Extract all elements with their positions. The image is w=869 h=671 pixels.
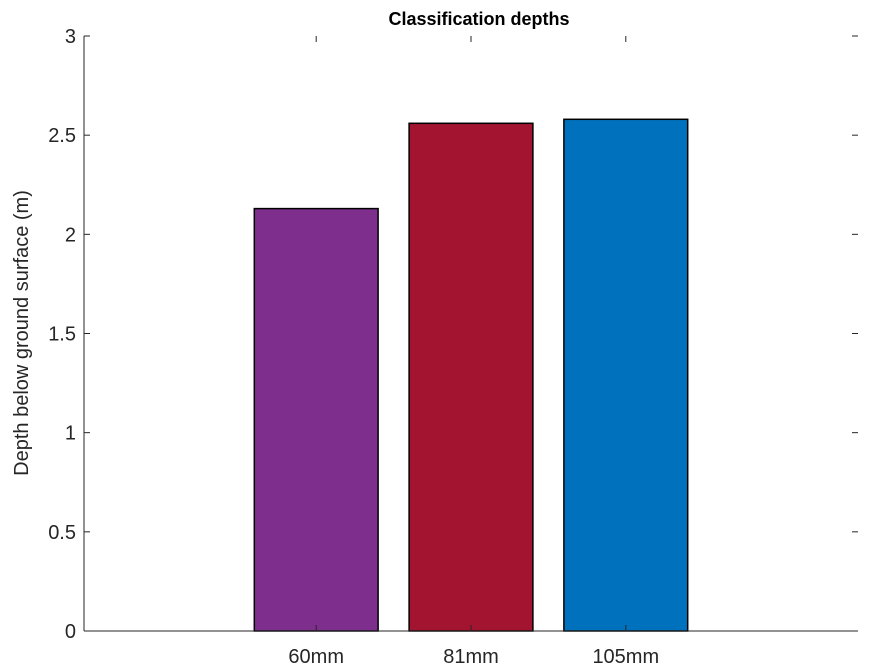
y-tick-label: 1.5 xyxy=(48,324,76,346)
bar-81mm xyxy=(408,122,534,632)
y-tick-label: 0 xyxy=(65,621,76,643)
bar-105mm xyxy=(563,118,689,632)
x-tick-label: 60mm xyxy=(288,646,344,668)
bar-60mm xyxy=(253,207,379,632)
y-tick-label: 0.5 xyxy=(48,522,76,544)
x-tick-label: 105mm xyxy=(592,646,659,668)
y-tick-label: 3 xyxy=(65,26,76,48)
y-axis-label: Depth below ground surface (m) xyxy=(11,190,33,476)
y-tick-label: 2 xyxy=(65,224,76,246)
x-tick-label: 81mm xyxy=(443,646,499,668)
plot-area: 0 0.5 1 1.5 2 2.5 3 60mm 81mm 105mm xyxy=(48,26,858,668)
y-tick-label: 2.5 xyxy=(48,125,76,147)
y-tick-label: 1 xyxy=(65,423,76,445)
chart-title: Classification depths xyxy=(388,9,569,29)
